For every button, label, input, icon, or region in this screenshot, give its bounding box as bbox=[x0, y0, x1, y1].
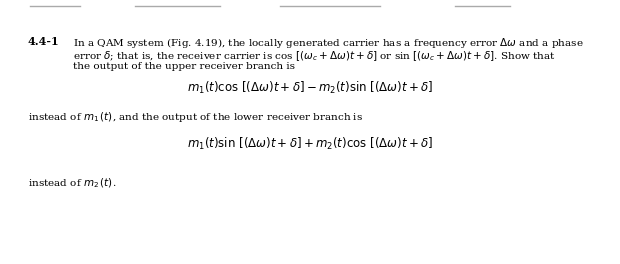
Text: instead of $m_1\,(t)$, and the output of the lower receiver branch is: instead of $m_1\,(t)$, and the output of… bbox=[28, 110, 363, 124]
Text: In a QAM system (Fig. 4.19), the locally generated carrier has a frequency error: In a QAM system (Fig. 4.19), the locally… bbox=[73, 36, 583, 50]
Text: instead of $m_2\,(t)$.: instead of $m_2\,(t)$. bbox=[28, 176, 117, 190]
Text: 4.4-1: 4.4-1 bbox=[28, 36, 60, 47]
Text: the output of the upper receiver branch is: the output of the upper receiver branch … bbox=[73, 62, 295, 71]
Text: error $\delta$; that is, the receiver carrier is cos $[(\omega_c + \Delta\omega): error $\delta$; that is, the receiver ca… bbox=[73, 49, 556, 63]
Text: $m_1(t)\sin\,[(\Delta\omega)t + \delta] + m_2(t)\cos\,[(\Delta\omega)t + \delta]: $m_1(t)\sin\,[(\Delta\omega)t + \delta] … bbox=[187, 136, 433, 152]
Text: $m_1(t)\cos\,[(\Delta\omega)t + \delta] - m_2(t)\sin\,[(\Delta\omega)t + \delta]: $m_1(t)\cos\,[(\Delta\omega)t + \delta] … bbox=[187, 80, 433, 96]
